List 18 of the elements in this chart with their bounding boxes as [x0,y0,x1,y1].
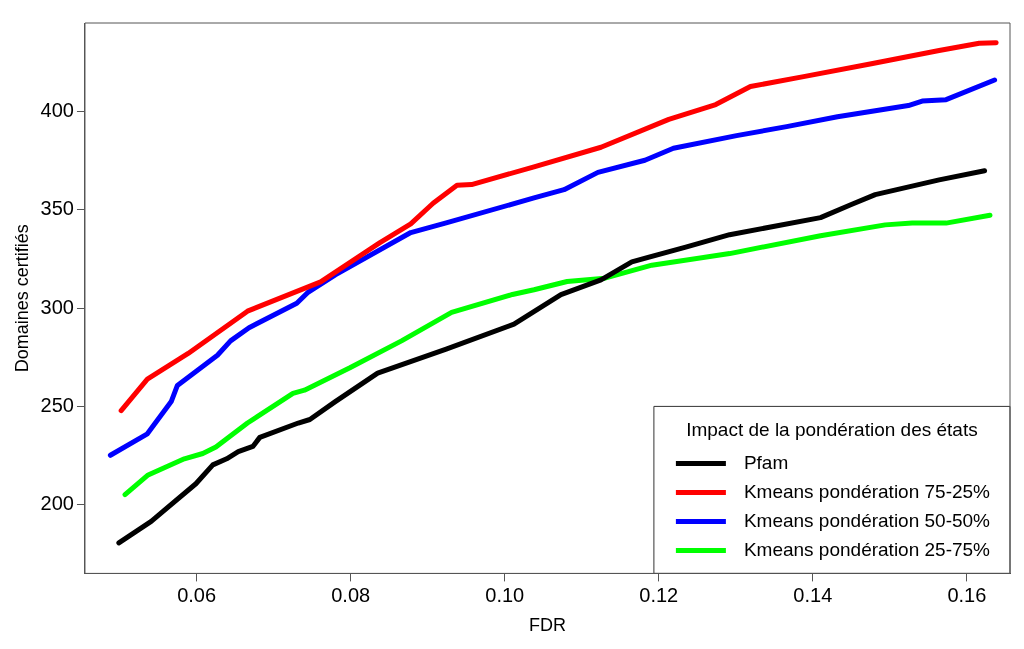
y-axis-title: Domaines certifiés [11,224,32,373]
x-tick-label: 0.06 [177,583,217,606]
x-tick-label: 0.08 [331,583,371,606]
y-tick-label: 200 [40,492,74,515]
legend-label: Kmeans pondération 25-75% [743,538,991,560]
x-tick-label: 0.12 [639,583,679,606]
legend-label: Kmeans pondération 75-25% [743,480,991,502]
x-tick-label: 0.14 [793,583,833,606]
y-tick-label: 350 [40,197,74,220]
x-tick-label: 0.16 [947,583,987,606]
legend-label: Kmeans pondération 50-50% [743,509,991,531]
y-tick-label: 300 [40,295,74,318]
legend-title: Impact de la pondération des états [686,418,978,440]
y-tick-label: 250 [40,393,74,416]
y-tick-label: 400 [40,98,74,121]
legend-label: Pfam [743,451,789,473]
x-axis-title: FDR [528,615,566,636]
x-tick-label: 0.10 [485,583,525,606]
